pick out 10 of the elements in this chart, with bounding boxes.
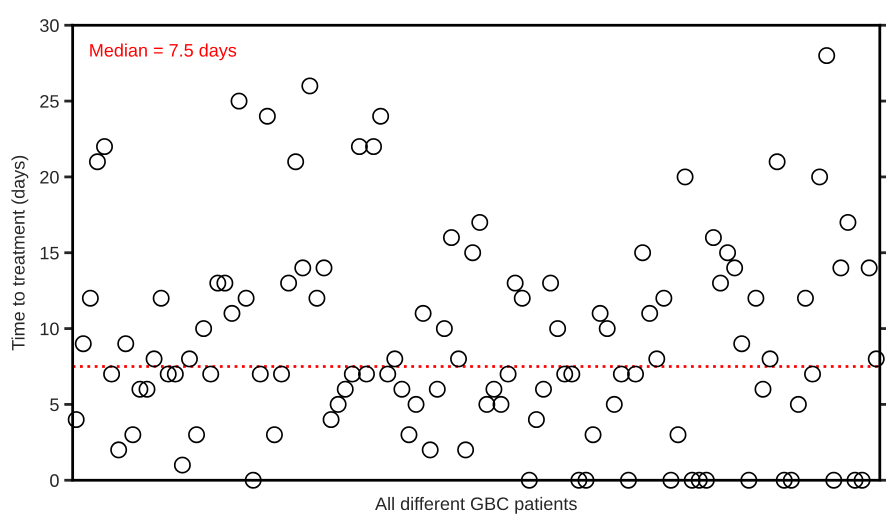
y-tick-label: 25 xyxy=(40,95,59,108)
y-tick-label: 30 xyxy=(40,19,59,32)
y-tick-label: 20 xyxy=(40,170,59,184)
y-tick-label: 5 xyxy=(50,398,59,412)
y-tick-label: 15 xyxy=(40,246,59,260)
ref-line-label: Median = 7.5 days xyxy=(90,43,236,60)
y-tick-label: 10 xyxy=(40,322,59,336)
y-tick-label: 0 xyxy=(50,474,59,487)
y-axis-title: Time to treatment (days) xyxy=(11,156,28,350)
x-axis-title: All different GBC patients xyxy=(375,496,577,514)
